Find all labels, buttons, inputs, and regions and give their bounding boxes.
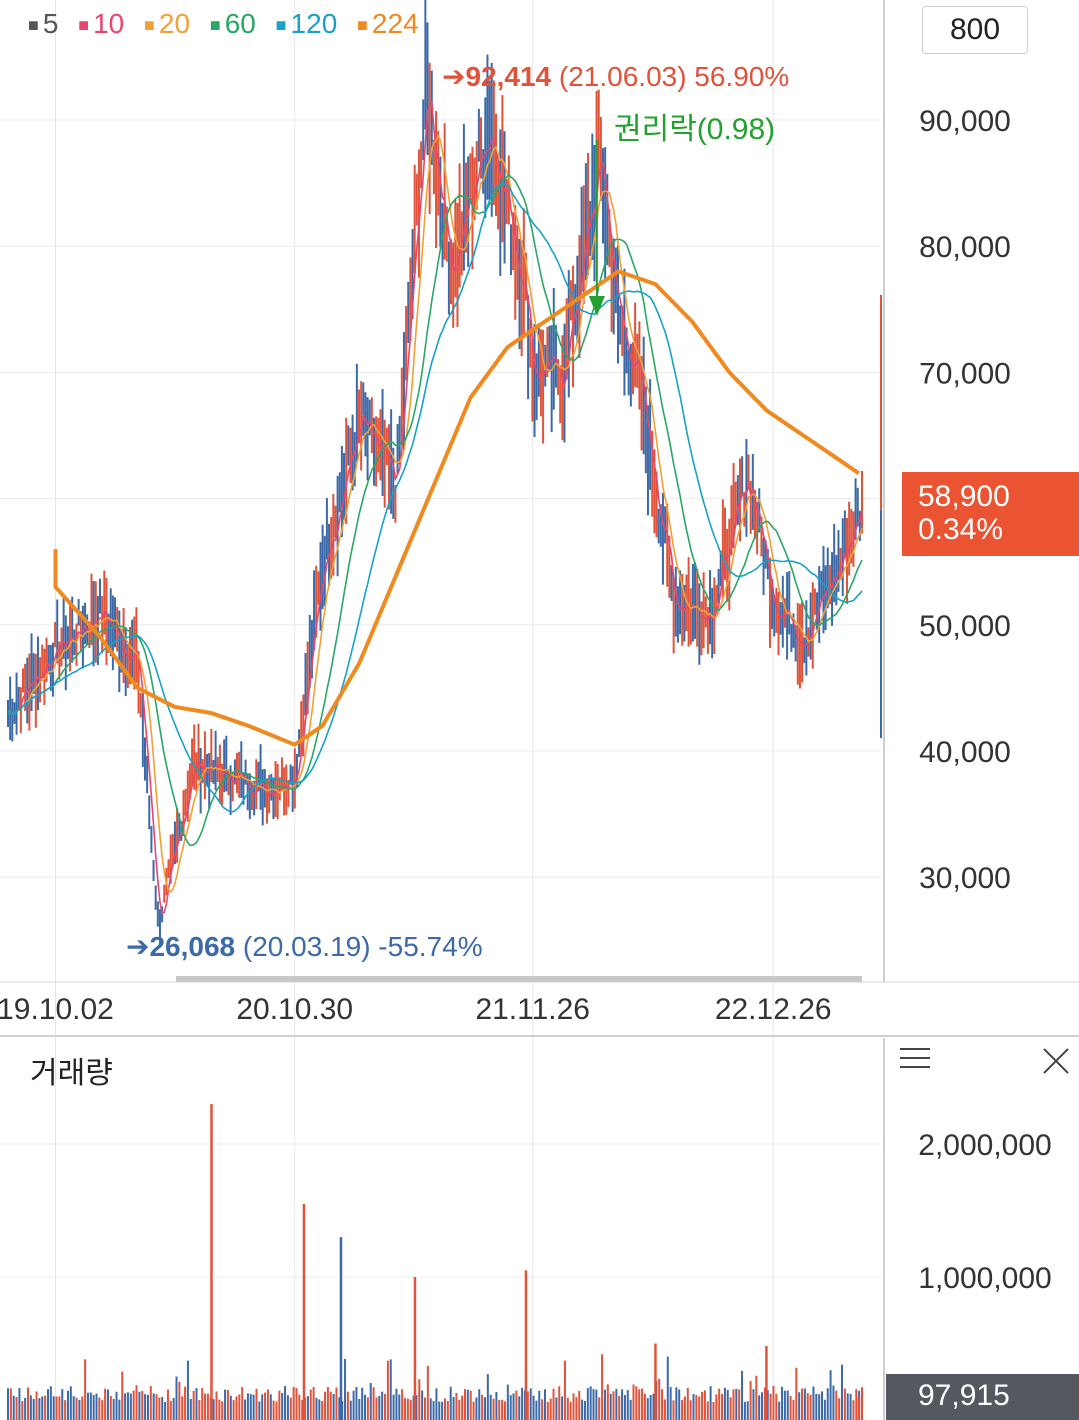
ma10-line: [7, 100, 863, 915]
time-tick-label: 22.12.26: [715, 993, 832, 1026]
volume-bars: [7, 1104, 863, 1420]
ma-legend: ■ 5 ■ 10 ■ 20 ■ 60 ■ 120 ■ 224: [28, 8, 431, 40]
low-price: 26,068: [149, 931, 236, 962]
time-tick-label: 21.11.26: [475, 993, 590, 1026]
current-change: 0.34%: [918, 513, 1004, 546]
volume-tick-label: 2,000,000: [918, 1129, 1051, 1162]
time-tick-label: 20.10.30: [236, 993, 353, 1026]
dividend-annotation: 권리락(0.98): [614, 113, 776, 146]
dividend-arrow-head: [588, 296, 605, 316]
time-tick-label: 19.10.02: [0, 993, 114, 1026]
low-annotation: ➔26,068 (20.03.19) -55.74%: [126, 931, 483, 962]
legend-ma60[interactable]: ■ 60: [209, 8, 256, 39]
current-price: 58,900: [918, 480, 1010, 513]
volume-tick-label: 1,000,000: [918, 1262, 1051, 1295]
close-icon[interactable]: [1040, 1044, 1072, 1076]
high-detail: (21.06.03) 56.90%: [558, 61, 790, 92]
ma60-line: [7, 173, 863, 847]
volume-title: 거래량: [30, 1057, 113, 1090]
price-tick-label: 80,000: [919, 231, 1011, 264]
legend-ma10[interactable]: ■ 10: [78, 8, 125, 39]
legend-ma120[interactable]: ■ 120: [275, 8, 338, 39]
menu-icon[interactable]: [900, 1048, 930, 1074]
price-tick-label: 70,000: [919, 357, 1011, 390]
ma120-line: [7, 183, 863, 813]
candle-count-box[interactable]: 800: [922, 6, 1028, 54]
low-detail: (20.03.19) -55.74%: [242, 931, 483, 962]
legend-ma20[interactable]: ■ 20: [144, 8, 191, 39]
price-tick-label: 90,000: [919, 105, 1011, 138]
price-tick-label: 40,000: [919, 736, 1011, 769]
high-price: 92,414: [465, 61, 552, 92]
current-volume-tag: 97,915: [886, 1374, 1079, 1420]
price-tick-label: 30,000: [919, 862, 1011, 895]
ma224-line: [53, 269, 861, 747]
scroll-bar: [176, 976, 862, 982]
high-annotation: ➔92,414 (21.06.03) 56.90%: [442, 61, 790, 92]
legend-ma224[interactable]: ■ 224: [357, 8, 419, 39]
legend-ma5[interactable]: ■ 5: [28, 8, 59, 39]
price-tick-label: 50,000: [919, 610, 1011, 643]
current-price-tag: 58,900 0.34%: [902, 472, 1079, 556]
